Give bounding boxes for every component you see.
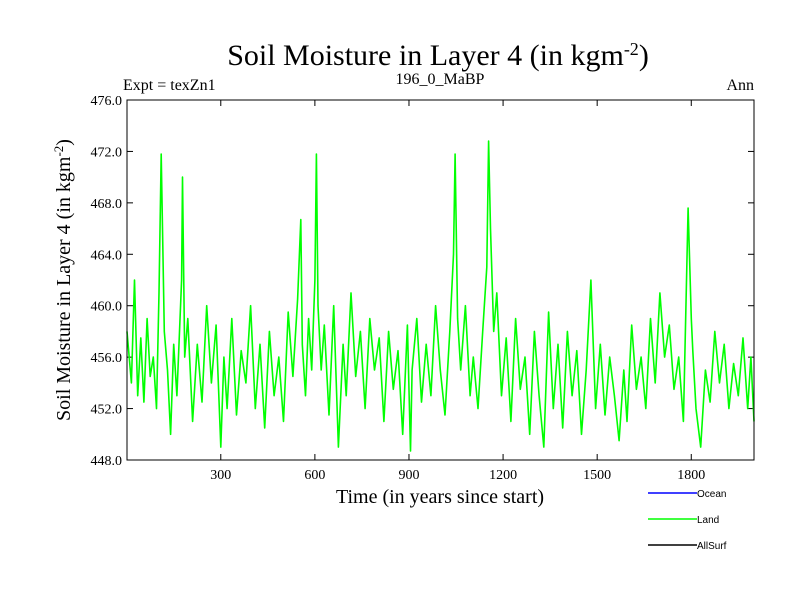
x-tick-label: 600 [304, 468, 325, 483]
x-axis-label: Time (in years since start) [336, 486, 544, 508]
x-tick-label: 1800 [677, 468, 705, 483]
x-tick-label: 1200 [489, 468, 517, 483]
y-tick-label: 472.0 [91, 145, 123, 160]
chart-title-main: Soil Moisture in Layer 4 (in kgm [227, 39, 624, 72]
y-axis-label: Soil Moisture in Layer 4 (in kgm-2) [51, 139, 76, 421]
x-tick-label: 300 [210, 468, 231, 483]
y-axis-ticks: 448.0 452.0 456.0 460.0 464.0 468.0 472.0 476.0 [91, 94, 754, 469]
season-label: Ann [726, 77, 754, 94]
y-tick-label: 464.0 [91, 248, 123, 263]
x-axis-ticks: 300 600 900 1200 1500 1800 [210, 100, 705, 483]
chart-title-close: ) [639, 39, 649, 72]
chart-title: Soil Moisture in Layer 4 (in kgm-2) [227, 39, 649, 72]
plot-frame [126, 99, 755, 461]
y-tick-label: 468.0 [91, 197, 123, 212]
experiment-label: Expt = texZn1 [123, 77, 216, 94]
y-tick-label: 460.0 [91, 300, 123, 315]
x-tick-label: 900 [398, 468, 419, 483]
y-axis-label-main: Soil Moisture in Layer 4 (in kgm [53, 156, 75, 421]
legend-label-allsurf: AllSurf [697, 541, 727, 552]
y-tick-label: 456.0 [91, 351, 123, 366]
y-tick-label: 448.0 [91, 454, 123, 469]
series-layer [126, 140, 755, 452]
series-line-land [126, 140, 755, 452]
legend-label-ocean: Ocean [697, 489, 726, 500]
y-axis-label-close: ) [53, 139, 75, 146]
x-tick-label: 1500 [583, 468, 611, 483]
period-label: 196_0_MaBP [396, 71, 485, 88]
y-tick-label: 452.0 [91, 403, 123, 418]
legend-label-land: Land [697, 515, 719, 526]
legend: Ocean Land AllSurf [648, 489, 727, 552]
y-tick-label: 476.0 [91, 94, 123, 109]
y-axis-label-superscript: -2 [51, 146, 66, 157]
chart-title-superscript: -2 [624, 39, 639, 59]
